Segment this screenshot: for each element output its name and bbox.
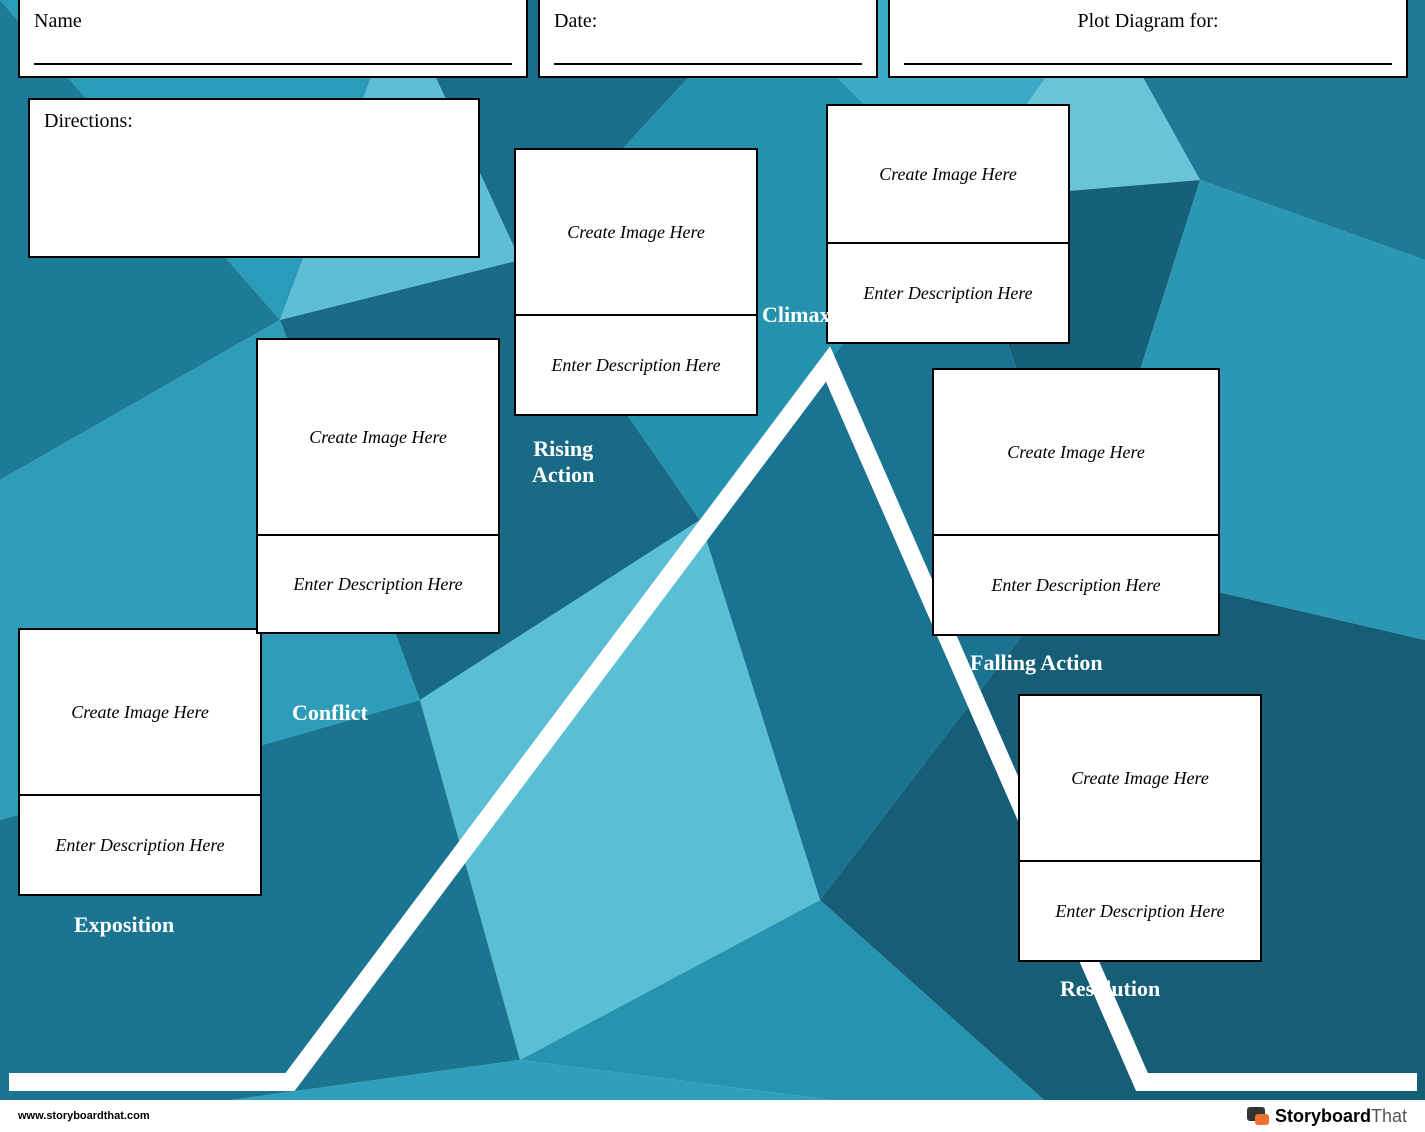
name-field-box[interactable]: Name	[18, 0, 528, 78]
name-label: Name	[34, 10, 82, 32]
title-underline	[904, 63, 1392, 65]
card-desc-climax[interactable]: Enter Description Here	[828, 244, 1068, 342]
card-image-falling-action[interactable]: Create Image Here	[934, 370, 1218, 536]
card-resolution[interactable]: Create Image HereEnter Description Here	[1018, 694, 1262, 962]
card-falling-action[interactable]: Create Image HereEnter Description Here	[932, 368, 1220, 636]
footer-brand: StoryboardThat	[1247, 1106, 1407, 1127]
brand-bold: Storyboard	[1275, 1106, 1371, 1126]
card-conflict[interactable]: Create Image HereEnter Description Here	[256, 338, 500, 634]
stage-label-exposition: Exposition	[74, 912, 174, 938]
card-rising-action[interactable]: Create Image HereEnter Description Here	[514, 148, 758, 416]
brand-thin: That	[1371, 1106, 1407, 1126]
card-desc-rising-action[interactable]: Enter Description Here	[516, 316, 756, 414]
title-field-box[interactable]: Plot Diagram for:	[888, 0, 1408, 78]
card-desc-conflict[interactable]: Enter Description Here	[258, 536, 498, 632]
card-desc-falling-action[interactable]: Enter Description Here	[934, 536, 1218, 634]
title-label: Plot Diagram for:	[904, 10, 1392, 33]
date-field-box[interactable]: Date:	[538, 0, 878, 78]
worksheet-stage: Name Date: Plot Diagram for: Directions:…	[0, 0, 1425, 1132]
card-climax[interactable]: Create Image HereEnter Description Here	[826, 104, 1070, 344]
card-image-conflict[interactable]: Create Image Here	[258, 340, 498, 536]
card-image-exposition[interactable]: Create Image Here	[20, 630, 260, 796]
stage-label-climax: Climax	[762, 302, 830, 328]
footer-url: www.storyboardthat.com	[18, 1110, 150, 1122]
date-underline	[554, 63, 862, 65]
directions-label: Directions:	[44, 110, 133, 132]
date-label: Date:	[554, 10, 597, 32]
name-underline	[34, 63, 512, 65]
footer-bar: www.storyboardthat.com StoryboardThat	[0, 1100, 1425, 1132]
card-exposition[interactable]: Create Image HereEnter Description Here	[18, 628, 262, 896]
card-image-climax[interactable]: Create Image Here	[828, 106, 1068, 244]
card-image-resolution[interactable]: Create Image Here	[1020, 696, 1260, 862]
card-image-rising-action[interactable]: Create Image Here	[516, 150, 756, 316]
stage-label-resolution: Resolution	[1060, 976, 1160, 1002]
card-desc-resolution[interactable]: Enter Description Here	[1020, 862, 1260, 960]
stage-label-conflict: Conflict	[292, 700, 368, 726]
stage-label-falling-action: Falling Action	[970, 650, 1103, 676]
directions-box[interactable]: Directions:	[28, 98, 480, 258]
stage-label-rising-action: Rising Action	[532, 436, 594, 489]
brand-icon	[1247, 1107, 1269, 1125]
card-desc-exposition[interactable]: Enter Description Here	[20, 796, 260, 894]
